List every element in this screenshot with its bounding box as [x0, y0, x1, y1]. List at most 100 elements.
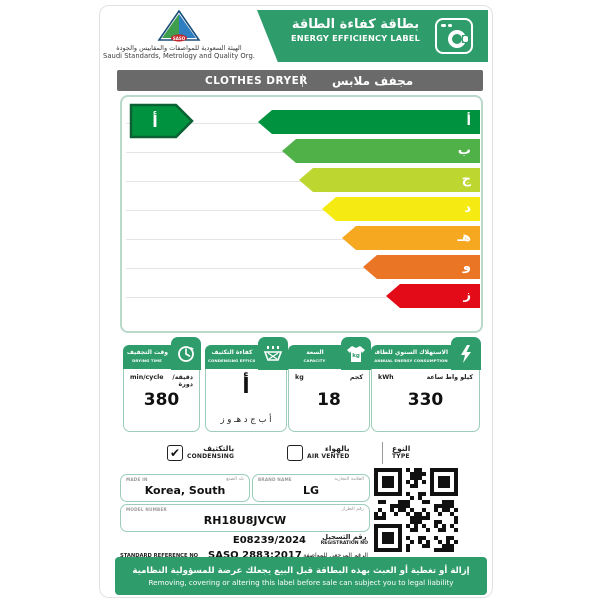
dryer-icon: [435, 18, 473, 54]
model-number-value: RH18U8JVCW: [203, 514, 287, 527]
annual-energy-value: 330: [407, 390, 444, 410]
field-label-english: BRAND NAME: [258, 477, 292, 482]
spec-title-arabic: كفاءة التكثيف: [211, 349, 253, 356]
banner-title-english: ENERGY EFFICIENCY LABEL: [291, 32, 420, 43]
model-number-field: MODEL NUMBER رقم الطراز RH18U8JVCW: [120, 504, 370, 532]
grade-scale-text: أ ب ج د هـ و ز: [220, 415, 272, 425]
selected-grade-pointer: أ: [129, 103, 194, 139]
field-label-english: MODEL NUMBER: [126, 507, 167, 512]
drying-time-value: 380: [143, 390, 180, 410]
unit-english: kg: [295, 374, 304, 381]
standard-label-arabic: الرقم المرجعي للمواصفة: [303, 552, 368, 559]
org-name-arabic: الهيئة السعودية للمواصفات والمقاييس والج…: [116, 44, 242, 52]
spec-title-arabic: الاستهلاك السنوي للطاقة: [375, 349, 448, 356]
grade-letter: و: [462, 259, 471, 274]
spec-card-drying-time: وقت التجفيف DRYING TIME min/cycle دقيقة/…: [123, 337, 201, 432]
spec-card-condensing-efficiency: كفاءة التكثيف CONDENSING EFFICIENCY أ أ …: [205, 337, 288, 432]
registration-label-english: REGISTRATION NO: [320, 541, 368, 547]
grade-guide-line: [126, 209, 476, 211]
grade-letter: أ: [466, 114, 471, 129]
option-label-arabic: بالتكثيف: [203, 444, 235, 454]
grade-bar: ب: [282, 139, 480, 163]
type-option-condensing: ✔ بالتكثيف CONDENSING: [167, 445, 234, 461]
footer-warning-english: Removing, covering or altering this labe…: [148, 577, 454, 587]
wash-basin-icon: [258, 337, 288, 370]
type-label-english: TYPE: [392, 452, 410, 460]
registration-label: رقم التسجيل REGISTRATION NO: [321, 533, 368, 547]
field-label-arabic: رقم الطراز: [341, 507, 364, 512]
registration-row: E08239/2024 رقم التسجيل REGISTRATION NO: [120, 533, 368, 550]
option-label-english: CONDENSING: [187, 452, 235, 460]
capacity-value: 18: [317, 390, 341, 410]
unit-english: kWh: [378, 374, 394, 381]
spec-title-arabic: وقت التجفيف: [127, 349, 168, 356]
clock-icon: [171, 337, 201, 370]
option-label-english: AIR VENTED: [307, 452, 350, 460]
footer-warning: إزالة أو تغطية أو العبث بهذه البطاقة قبل…: [115, 557, 487, 595]
selected-grade-letter: أ: [152, 111, 157, 131]
spec-title-arabic: السعة: [306, 349, 324, 356]
brand-name-field: BRAND NAME العلامة التجارية LG: [252, 474, 370, 502]
standard-label-english: STANDARD REFERENCE NO: [120, 553, 199, 559]
spec-card-annual-energy: الاستهلاك السنوي للطاقة ANNUAL ENERGY CO…: [371, 337, 481, 432]
spec-units: kWh كيلو واط ساعة: [378, 374, 473, 381]
spec-units: min/cycle دقيقة/دورة: [130, 374, 193, 388]
unit-arabic: دقيقة/دورة: [172, 374, 193, 388]
spec-title-english: ANNUAL ENERGY CONSUMPTION: [374, 358, 448, 363]
registration-label-arabic: رقم التسجيل: [322, 533, 367, 541]
lightning-icon: [451, 337, 481, 370]
product-name-english: CLOTHES DRYER: [205, 74, 308, 87]
banner-title-arabic: بطاقة كفاءة الطاقة: [291, 17, 420, 32]
grade-row-5: هـ: [122, 224, 480, 253]
air-vented-checkbox: [287, 445, 303, 461]
shirt-kg-icon: kg: [341, 337, 371, 370]
spec-card-capacity: السعة CAPACITY kg kg كجم 18: [288, 337, 371, 432]
grade-row-7: ز: [122, 282, 480, 311]
grade-bar: و: [363, 255, 480, 279]
option-label-arabic: بالهواء: [325, 444, 350, 454]
grade-row-1: أ: [122, 108, 480, 137]
footer-warning-arabic: إزالة أو تغطية أو العبث بهذه البطاقة قبل…: [132, 565, 470, 576]
grade-letter: د: [464, 201, 471, 216]
product-bar: CLOTHES DRYER مجفف ملابس: [117, 70, 483, 91]
qr-code: [374, 468, 458, 552]
label-frame: [99, 5, 493, 598]
unit-english: min/cycle: [130, 374, 164, 381]
made-in-value: Korea, South: [144, 484, 226, 497]
grade-letter: ب: [457, 143, 471, 158]
type-label: النوع TYPE: [392, 445, 410, 461]
made-in-field: MADE IN بلد الصنع Korea, South: [120, 474, 250, 502]
banner-title: بطاقة كفاءة الطاقة ENERGY EFFICIENCY LAB…: [291, 17, 420, 43]
grade-bar: ج: [299, 168, 480, 192]
field-label-arabic: بلد الصنع: [226, 477, 244, 482]
registration-number: E08239/2024: [232, 535, 306, 546]
grade-guide-line: [126, 238, 476, 240]
banner: بطاقة كفاءة الطاقة ENERGY EFFICIENCY LAB…: [257, 10, 488, 62]
grade-row-2: ب: [122, 137, 480, 166]
type-label-arabic: النوع: [392, 444, 411, 454]
org-block: SASO الهيئة السعودية للمواصفات والمقاييس…: [101, 10, 257, 68]
spec-title-english: CONDENSING EFFICIENCY: [208, 358, 255, 363]
condensing-checkbox: ✔: [167, 445, 183, 461]
standard-reference-row: STANDARD REFERENCE NO SASO 2883:2017 الر…: [120, 550, 368, 562]
grade-bar: ز: [386, 284, 480, 308]
grade-bar: هـ: [342, 226, 480, 250]
grade-letter: ز: [463, 288, 471, 303]
grade-bar: أ: [258, 110, 480, 134]
product-name-arabic: مجفف ملابس: [332, 73, 414, 88]
saso-logo-icon: SASO: [157, 10, 201, 42]
type-option-air-vented: بالهواء AIR VENTED: [287, 445, 350, 461]
svg-text:SASO: SASO: [173, 36, 186, 41]
grade-guide-line: [126, 296, 476, 298]
grade-guide-line: [126, 267, 476, 269]
unit-arabic: كجم: [349, 374, 363, 381]
grade-row-3: ج: [122, 166, 480, 195]
spec-units: kg كجم: [295, 374, 363, 381]
grade-letter: ج: [461, 172, 471, 187]
field-label-english: MADE IN: [126, 477, 148, 482]
product-bar-divider: [302, 74, 303, 87]
grade-row-4: د: [122, 195, 480, 224]
rating-panel: أ ب ج د هـ و ز أ: [120, 95, 483, 333]
spec-title-english: CAPACITY: [303, 358, 326, 363]
